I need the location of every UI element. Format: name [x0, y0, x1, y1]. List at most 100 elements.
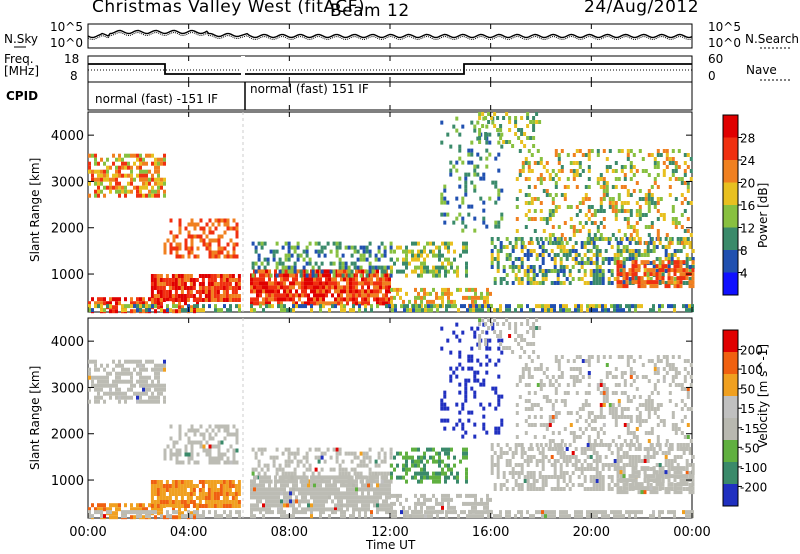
velocity-cell [517, 487, 521, 491]
power-cell [563, 193, 567, 197]
power-cell [280, 273, 283, 278]
power-cell [210, 286, 214, 290]
power-cell [511, 245, 515, 249]
velocity-cell [373, 479, 376, 484]
velocity-cell [368, 475, 372, 480]
velocity-cell [228, 480, 232, 484]
velocity-cell [195, 504, 199, 508]
power-cell [562, 249, 566, 253]
velocity-cell [292, 479, 295, 484]
power-cell [253, 277, 256, 282]
velocity-cell [414, 471, 417, 476]
velocity-cell [526, 455, 530, 459]
velocity-cell [338, 463, 342, 468]
power-cell [262, 297, 265, 302]
power-cell [455, 196, 459, 201]
velocity-cell [520, 443, 524, 447]
power-cell [313, 277, 316, 282]
power-cell [518, 169, 522, 173]
velocity-cell [377, 451, 381, 456]
velocity-cell [424, 510, 427, 515]
power-cell [271, 281, 274, 286]
velocity-cell [214, 456, 218, 461]
power-cell [178, 305, 181, 310]
power-cell [343, 308, 346, 313]
power-cell [388, 281, 391, 286]
velocity-cell [644, 419, 648, 423]
velocity-cell [174, 492, 178, 496]
velocity-cell [541, 510, 544, 515]
power-cell [497, 140, 501, 145]
power-cell [359, 265, 363, 270]
power-cell [583, 281, 587, 285]
velocity-cell [109, 507, 112, 512]
velocity-cell [124, 391, 127, 396]
power-cell [219, 286, 223, 290]
power-cell [578, 201, 582, 205]
power-cell [461, 160, 465, 165]
velocity-cell [417, 501, 420, 506]
power-cell [613, 253, 617, 257]
velocity-cell [145, 367, 148, 372]
velocity-cell [139, 359, 142, 364]
power-cell [109, 297, 112, 302]
power-cell [365, 269, 369, 274]
velocity-cell [139, 507, 142, 512]
power-cell [580, 277, 584, 281]
velocity-cell [214, 460, 218, 465]
velocity-cell [535, 443, 539, 447]
velocity-cell [373, 487, 376, 492]
velocity-cell [527, 399, 531, 403]
velocity-cell [403, 510, 406, 515]
velocity-cell [545, 367, 549, 371]
power-cell [664, 281, 668, 285]
power-cell [680, 241, 684, 245]
velocity-cell [562, 451, 566, 455]
power-cell [316, 269, 319, 274]
power-cell [438, 257, 441, 262]
power-cell [544, 249, 548, 253]
power-cell [334, 304, 337, 309]
velocity-cell [682, 510, 685, 515]
power-cell [364, 301, 367, 306]
velocity-cell [115, 363, 118, 368]
power-cell [685, 308, 688, 313]
power-cell [620, 201, 624, 205]
velocity-cell [670, 459, 674, 463]
power-cell [655, 272, 659, 277]
power-cell [157, 157, 160, 162]
power-cell [251, 241, 255, 246]
velocity-cell [412, 510, 415, 515]
velocity-cell [256, 495, 259, 500]
power-cell [524, 213, 528, 217]
power-cell [628, 253, 632, 257]
velocity-cell [383, 451, 387, 456]
power-cell [292, 277, 295, 282]
velocity-cell [499, 483, 503, 487]
velocity-cell [359, 479, 363, 484]
velocity-cell [604, 463, 608, 467]
velocity-cell [232, 432, 236, 437]
power-cell [523, 253, 527, 257]
power-cell [544, 237, 548, 241]
power-cell [658, 268, 662, 273]
power-cell [671, 157, 675, 161]
power-cell [157, 189, 160, 194]
velocity-cell [349, 499, 352, 504]
power-cell [572, 233, 576, 237]
velocity-cell [250, 514, 253, 519]
velocity-cell [130, 375, 133, 380]
velocity-cell [148, 399, 151, 404]
velocity-cell [304, 487, 307, 492]
velocity-cell [118, 375, 121, 380]
velocity-cell [598, 459, 602, 463]
power-cell [340, 285, 343, 290]
power-cell [272, 249, 276, 254]
power-cell [355, 269, 358, 274]
velocity-cell [376, 507, 379, 512]
velocity-cell [163, 359, 166, 364]
power-cell [688, 241, 692, 245]
power-cell [231, 278, 235, 282]
velocity-cell [644, 375, 648, 379]
